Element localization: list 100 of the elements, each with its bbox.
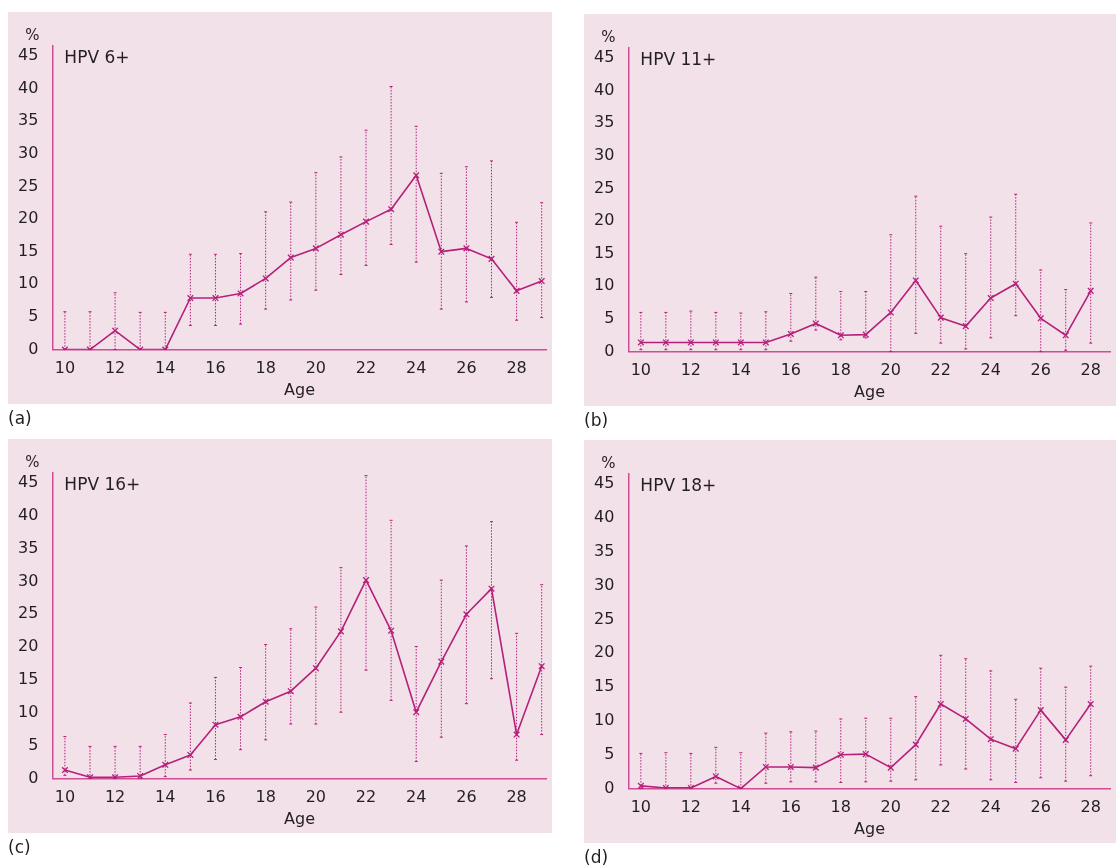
point [637,338,645,346]
point [737,338,745,346]
y-tick-label: 0 [604,777,615,797]
x-tick-label: 16 [780,797,801,817]
y-tick-label: 45 [594,46,615,66]
point [662,338,670,346]
point [937,314,945,322]
x-tick-label: 28 [1080,360,1101,380]
y-tick-label: 45 [594,473,615,493]
x-tick-label: 26 [1030,360,1051,380]
point [912,741,920,749]
y-tick-label: 5 [28,306,39,326]
point [362,576,370,584]
x-tick-label: 18 [830,797,851,817]
y-tick-label: 5 [604,308,615,328]
x-tick-label: 20 [880,360,901,380]
x-tick-label: 26 [456,358,477,378]
x-tick-label: 14 [730,797,751,817]
x-tick-label: 16 [205,358,226,378]
x-tick-label: 24 [980,360,1001,380]
point [862,750,870,758]
point [687,338,695,346]
point [387,205,395,213]
point [962,715,970,723]
text: (a) [8,408,32,428]
point [488,585,495,593]
point [1062,736,1070,744]
point [712,338,720,346]
x-tick-label: 24 [980,797,1001,817]
y-tick-label: 0 [28,767,39,787]
y-tick-label: 30 [594,574,615,594]
point [337,231,345,239]
y-tick-label: 40 [594,507,615,527]
x-tick-label: 10 [54,358,76,378]
x-tick-label: 22 [355,358,377,378]
y-tick-label: 20 [18,208,39,228]
x-axis-title: Age [284,808,316,828]
y-tick-label: 45 [18,44,39,64]
y-tick-label: 25 [18,603,39,623]
point [337,627,345,635]
y-tick-label: 10 [18,273,39,293]
text: (d) [584,847,609,867]
chart-title: HPV 11+ [640,48,717,69]
x-tick-label: 16 [205,787,226,807]
point [787,763,795,771]
point [237,713,245,721]
y-tick-label: 25 [594,177,615,197]
point [987,294,995,302]
y-tick-label: 40 [18,77,39,97]
x-tick-label: 22 [930,797,951,817]
y-tick-label: 35 [18,537,39,557]
point [211,721,219,729]
point [513,287,521,295]
point [287,254,295,262]
x-tick-label: 28 [506,358,527,378]
x-tick-label: 10 [54,787,76,807]
y-tick-label: 30 [594,144,615,164]
x-tick-label: 28 [1080,797,1101,817]
point [762,763,770,771]
point [211,294,219,302]
x-axis-title: Age [854,818,886,838]
x-tick-label: 26 [456,787,477,807]
x-tick-label: 12 [680,360,702,380]
y-tick-label: 10 [594,710,615,730]
point [362,218,370,226]
point [762,338,770,346]
y-axis-title: % [601,454,616,473]
point [962,322,970,330]
x-tick-label: 20 [305,358,327,378]
point [462,610,470,618]
x-tick-label: 28 [506,787,527,807]
y-tick-label: 0 [604,340,615,360]
x-tick-label: 10 [630,360,652,380]
y-tick-label: 30 [18,142,39,162]
y-tick-label: 20 [594,642,615,662]
y-tick-label: 15 [594,676,615,696]
x-axis-title: Age [854,381,886,401]
y-tick-label: 40 [18,504,39,524]
x-tick-label: 16 [780,360,801,380]
point [186,751,194,759]
point [312,244,320,252]
point [812,320,820,327]
point [812,764,820,772]
point [1087,287,1095,295]
chart-title: HPV 6+ [64,46,130,67]
point [787,330,795,338]
point [712,772,720,780]
chart-title: HPV 18+ [640,474,717,495]
point [262,274,270,282]
y-tick-label: 25 [18,175,39,195]
y-tick-label: 20 [18,636,39,656]
x-tick-label: 20 [305,787,327,807]
text: (b) [584,410,609,430]
x-axis-title: Age [284,379,316,399]
x-tick-label: 12 [104,358,126,378]
y-tick-label: 30 [18,570,39,590]
y-tick-label: 15 [594,242,615,262]
x-tick-label: 10 [630,797,652,817]
point [937,700,945,708]
y-tick-label: 35 [594,540,615,560]
